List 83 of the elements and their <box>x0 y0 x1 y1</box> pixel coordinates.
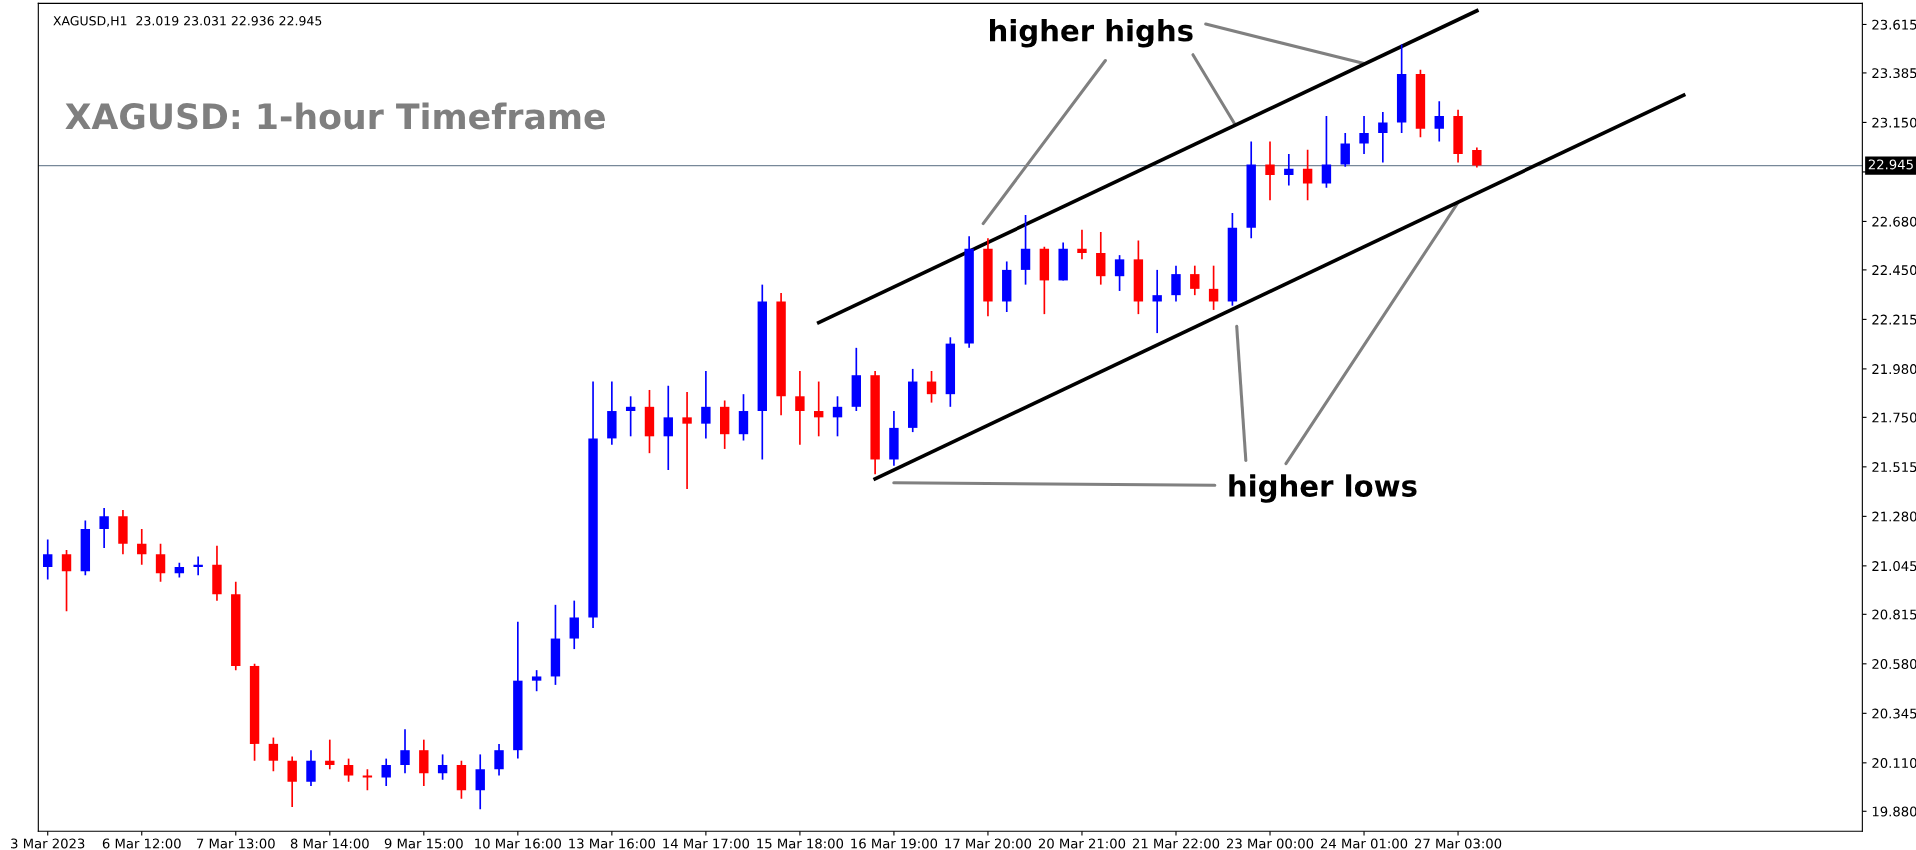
candlestick <box>343 757 354 783</box>
candlestick <box>43 538 53 581</box>
candlestick <box>61 549 72 612</box>
x-tick-label: 15 Mar 18:00 <box>757 838 844 849</box>
text: XAGUSD,H1 23.019 23.031 22.936 22.945 <box>53 16 322 27</box>
ref-line-label: 22.945 <box>1868 159 1913 170</box>
y-tick-label: 19.880 <box>1872 806 1916 817</box>
candlestick <box>663 384 673 471</box>
candlestick <box>475 753 485 811</box>
candlestick <box>1096 231 1106 286</box>
candlestick <box>1265 140 1275 202</box>
candlestick <box>400 728 410 775</box>
y-tick-label: 21.980 <box>1872 364 1916 375</box>
y-tick-label: 22.215 <box>1872 314 1916 325</box>
x-tick-label: 20 Mar 21:00 <box>1038 838 1126 849</box>
candlestick <box>381 757 391 787</box>
candlestick <box>99 507 109 549</box>
x-tick-label: 9 Mar 15:00 <box>384 838 463 849</box>
candlestick <box>193 555 203 577</box>
y-tick-label: 22.450 <box>1872 265 1916 276</box>
annotation: higher lows <box>1229 474 1417 503</box>
x-tick-label: 6 Mar 12:00 <box>102 838 181 849</box>
x-tick-label: 27 Mar 03:00 <box>1414 838 1502 849</box>
candlestick <box>1077 229 1087 261</box>
y-tick-label: 22.680 <box>1872 216 1916 227</box>
candlestick <box>1190 264 1200 297</box>
y-tick-label: 23.385 <box>1872 68 1916 79</box>
x-tick-label: 16 Mar 19:00 <box>851 838 938 849</box>
candlestick <box>1152 269 1162 334</box>
candlestick <box>1302 148 1313 202</box>
annotation: XAGUSD: 1-hour Timeframe <box>65 102 605 130</box>
annotation: higher highs <box>990 18 1193 48</box>
candlestick <box>1208 264 1219 311</box>
y-tick-label: 21.515 <box>1872 462 1916 473</box>
candlestick <box>287 755 297 808</box>
candlestick <box>1359 115 1369 155</box>
candlestick <box>1284 153 1294 187</box>
y-tick-label: 20.580 <box>1872 659 1916 670</box>
candlestick <box>1114 254 1125 292</box>
candlestick <box>625 395 636 438</box>
candlestick <box>701 370 711 440</box>
candlestick <box>155 542 166 583</box>
y-tick-label: 20.345 <box>1872 708 1916 719</box>
candlestick <box>1472 146 1482 169</box>
candlestick <box>832 395 843 438</box>
candlestick <box>325 738 335 770</box>
candlestick <box>531 669 542 693</box>
x-tick-label: 17 Mar 20:00 <box>945 838 1032 849</box>
candlestick <box>1020 214 1031 286</box>
x-tick-label: 24 Mar 01:00 <box>1320 838 1408 849</box>
candlestick <box>306 749 316 787</box>
y-tick-label: 20.815 <box>1872 609 1916 620</box>
candlestick <box>1171 264 1181 303</box>
candlestick <box>1321 115 1332 189</box>
candlestick <box>437 753 448 781</box>
x-tick-label: 10 Mar 16:00 <box>475 838 562 849</box>
x-tick-label: 14 Mar 17:00 <box>663 838 750 849</box>
candlestick <box>494 743 504 777</box>
candlestick <box>682 391 692 490</box>
y-tick-label: 21.750 <box>1872 412 1916 423</box>
y-tick-label: 20.110 <box>1872 758 1916 769</box>
candlestick <box>814 380 824 438</box>
y-tick-label: 21.280 <box>1872 511 1916 522</box>
x-tick-label: 21 Mar 22:00 <box>1132 838 1220 849</box>
candlestick <box>419 738 429 787</box>
x-tick-label: 23 Mar 00:00 <box>1226 838 1314 849</box>
candlestick <box>795 370 805 446</box>
y-tick-label: 23.150 <box>1872 117 1916 128</box>
x-tick-label: 8 Mar 14:00 <box>290 838 369 849</box>
y-tick-label: 21.045 <box>1872 561 1916 572</box>
x-tick-label: 3 Mar 2023 <box>11 838 85 849</box>
candlestick <box>1378 111 1388 164</box>
candlestick <box>1434 100 1444 143</box>
x-tick-label: 7 Mar 13:00 <box>197 838 275 849</box>
candlestick <box>569 599 579 650</box>
candlestick <box>926 370 937 404</box>
candlestick <box>738 393 749 442</box>
candlestick <box>268 736 279 773</box>
candlestick <box>362 768 373 792</box>
candlestick <box>1340 132 1350 168</box>
candlestick <box>137 528 147 566</box>
x-tick-label: 13 Mar 16:00 <box>569 838 656 849</box>
y-tick-label: 23.615 <box>1872 19 1916 30</box>
